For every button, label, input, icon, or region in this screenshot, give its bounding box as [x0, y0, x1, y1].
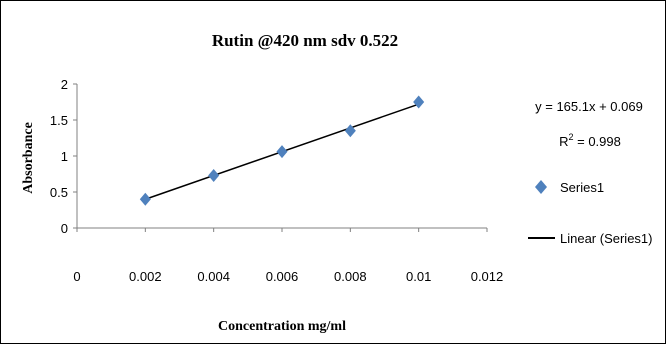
y-tick-label: 1 — [61, 149, 68, 164]
r-squared-superscript: 2 — [569, 132, 574, 142]
data-points — [139, 95, 425, 206]
y-axis-label: Absorbance — [21, 122, 36, 194]
x-tick-label: 0.012 — [471, 269, 504, 284]
y-tick-label: 0 — [61, 221, 68, 236]
y-tick-label: 1.5 — [50, 113, 68, 128]
data-point — [344, 124, 356, 138]
trendline-equation: y = 165.1x + 0.069 R2 = 0.998 — [535, 99, 643, 149]
r-squared-value: = 0.998 — [574, 134, 621, 149]
legend-series1-marker — [535, 180, 547, 194]
axes — [73, 83, 488, 232]
x-tick-label: 0 — [73, 269, 80, 284]
x-tick-label: 0.004 — [197, 269, 230, 284]
legend-trendline-label: Linear (Series1) — [560, 231, 653, 246]
x-tick-label: 0.002 — [129, 269, 162, 284]
x-tick-label: 0.006 — [266, 269, 299, 284]
data-point — [139, 192, 151, 206]
data-point — [208, 168, 220, 182]
legend-series1-label: Series1 — [560, 180, 604, 195]
data-point — [413, 95, 425, 109]
data-point — [276, 145, 288, 159]
legend: Series1 Linear (Series1) — [528, 180, 653, 246]
r-squared-label: R2 = 0.998 — [559, 132, 621, 149]
x-axis-label: Concentration mg/ml — [218, 319, 346, 334]
y-tick-label: 2 — [61, 77, 68, 92]
tick-labels: 0 0.5 1 1.5 2 0 0.002 0.004 0.006 0.008 0.01 0.012 — [50, 77, 503, 284]
x-tick-label: 0.008 — [334, 269, 367, 284]
x-tick-label: 0.01 — [406, 269, 431, 284]
chart-title: Rutin @420 nm sdv 0.522 — [212, 31, 398, 50]
equation-label: y = 165.1x + 0.069 — [535, 99, 643, 114]
r-squared-symbol: R — [559, 134, 568, 149]
y-tick-label: 0.5 — [50, 185, 68, 200]
